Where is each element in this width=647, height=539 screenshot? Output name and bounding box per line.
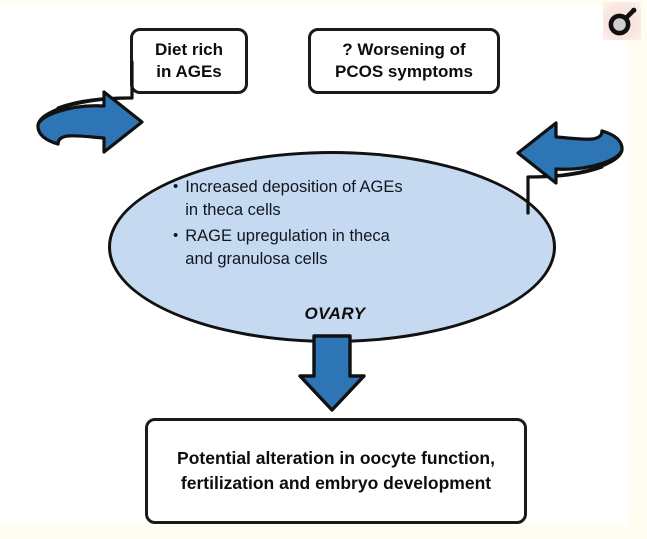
ovary-to-outcome-arrow	[298, 334, 366, 412]
ovary-bullet-list: • Increased deposition of AGEs in theca …	[173, 176, 503, 274]
pcos-box-line-2: PCOS symptoms	[335, 62, 473, 81]
bullet-marker-icon: •	[173, 178, 179, 195]
ovary-bullet-1-line-2: in theca cells	[185, 201, 281, 220]
ovary-bullet-2-line-1: RAGE upregulation in theca	[185, 226, 390, 245]
pcos-symptoms-box: ? Worsening of PCOS symptoms	[308, 28, 500, 94]
ovary-bullet-1-text: Increased deposition of AGEs in theca ce…	[185, 176, 503, 223]
gender-symbol-icon	[603, 2, 641, 40]
ovary-bullet-item: • Increased deposition of AGEs in theca …	[173, 176, 503, 223]
ovary-ellipse: • Increased deposition of AGEs in theca …	[108, 151, 556, 343]
outcome-box-text: Potential alteration in oocyte function,…	[177, 446, 495, 497]
ovary-bullet-2-line-2: and granulosa cells	[185, 250, 328, 269]
diet-box-text: Diet rich in AGEs	[155, 39, 223, 84]
ovary-bullet-item: • RAGE upregulation in theca and granulo…	[173, 225, 503, 272]
bullet-marker-icon: •	[173, 226, 179, 244]
pcos-box-text: ? Worsening of PCOS symptoms	[335, 39, 473, 84]
outcome-box-line-2: fertilization and embryo development	[180, 473, 492, 493]
diet-box-line-2: in AGEs	[156, 62, 222, 81]
ovary-bullet-2-text: RAGE upregulation in theca and granulosa…	[185, 225, 503, 272]
ovary-to-pcos-arrow	[516, 121, 624, 215]
pcos-box-line-1: ? Worsening of	[342, 39, 466, 59]
ovary-label: OVARY	[304, 304, 366, 323]
diet-box: Diet rich in AGEs	[130, 28, 248, 94]
outcome-box-line-1: Potential alteration in oocyte function,	[177, 447, 495, 468]
outcome-box: Potential alteration in oocyte function,…	[145, 418, 527, 524]
figure-canvas: Diet rich in AGEs ? Worsening of PCOS sy…	[0, 6, 627, 525]
diet-to-ovary-arrow	[36, 60, 144, 154]
diet-box-line-1: Diet rich	[154, 39, 224, 59]
ovary-bullet-1-line-1: Increased deposition of AGEs	[185, 178, 403, 196]
gender-symbol-glyph	[608, 7, 637, 36]
